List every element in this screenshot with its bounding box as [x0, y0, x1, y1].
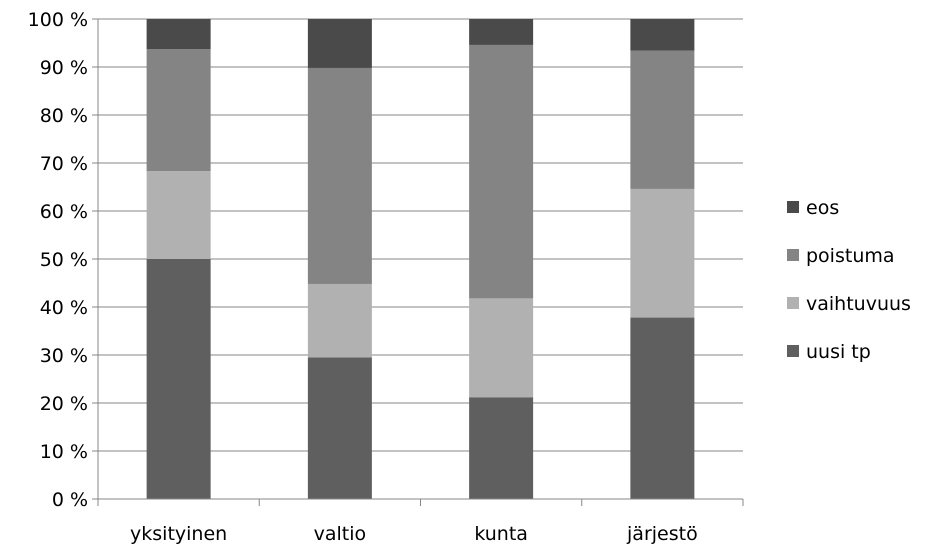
legend-swatch — [787, 297, 799, 309]
x-tick-label: valtio — [314, 523, 367, 545]
bar-segment — [307, 67, 372, 284]
y-tick-label: 80 % — [40, 105, 88, 127]
y-axis-tick-labels: 0 % 10 % 20 % 30 % 40 % 50 % 60 % 70 % 80 % 90 % 1… — [28, 9, 88, 511]
bar-segment — [307, 357, 372, 499]
bar-segment — [146, 171, 211, 259]
bar-segment — [469, 397, 534, 499]
y-tick-label: 100 % — [28, 9, 88, 31]
bar-segment — [469, 298, 534, 398]
x-tick-label: järjestö — [626, 523, 698, 545]
legend-label: uusi tp — [806, 341, 871, 363]
y-tick-label: 10 % — [40, 441, 88, 463]
bar-segment — [630, 317, 695, 499]
legend-swatch — [787, 201, 799, 213]
bar-segment — [146, 19, 211, 50]
bars — [146, 19, 695, 499]
legend-label: poistuma — [806, 245, 895, 267]
bar-segment — [146, 259, 211, 499]
bar-segment — [307, 283, 372, 358]
axes — [92, 18, 744, 506]
bar-segment — [630, 188, 695, 318]
legend-label: eos — [806, 197, 839, 219]
bar-segment — [146, 49, 211, 172]
y-tick-label: 40 % — [40, 297, 88, 319]
bar-segment — [307, 19, 372, 68]
bar-segment — [630, 19, 695, 51]
y-tick-label: 50 % — [40, 249, 88, 271]
y-tick-label: 60 % — [40, 201, 88, 223]
bar-segment — [469, 44, 534, 299]
legend: eos poistuma vaihtuvuus uusi tp — [787, 197, 911, 363]
y-tick-label: 0 % — [52, 489, 88, 511]
y-tick-label: 20 % — [40, 393, 88, 415]
x-tick-label: kunta — [474, 523, 528, 545]
y-tick-label: 90 % — [40, 57, 88, 79]
legend-swatch — [787, 249, 799, 261]
y-tick-label: 70 % — [40, 153, 88, 175]
legend-label: vaihtuvuus — [806, 293, 911, 315]
legend-swatch — [787, 345, 799, 357]
y-tick-label: 30 % — [40, 345, 88, 367]
bar-segment — [630, 50, 695, 189]
x-axis-tick-labels: yksityinen valtio kunta järjestö — [130, 523, 698, 545]
x-tick-label: yksityinen — [130, 523, 227, 545]
bar-segment — [469, 19, 534, 45]
